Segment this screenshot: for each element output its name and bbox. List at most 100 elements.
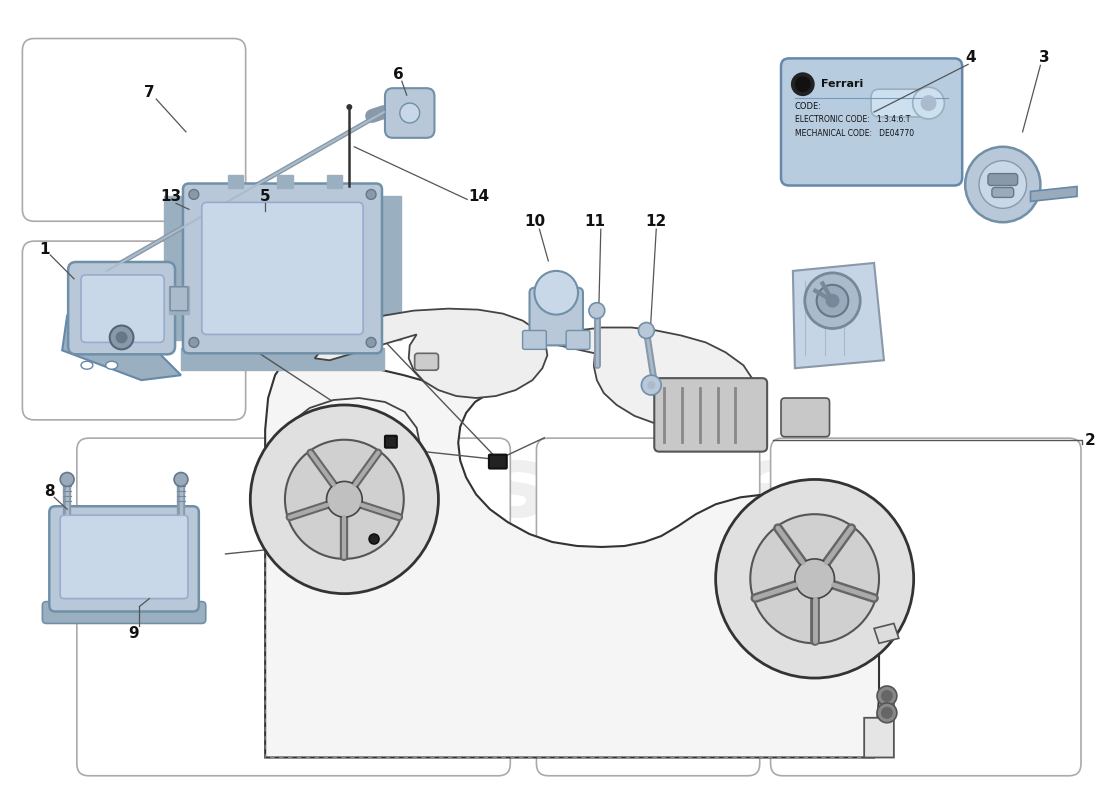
FancyBboxPatch shape (77, 438, 510, 776)
Circle shape (965, 146, 1041, 222)
Circle shape (588, 302, 605, 318)
Circle shape (921, 95, 936, 111)
Text: MECHANICAL CODE:   DE04770: MECHANICAL CODE: DE04770 (795, 130, 914, 138)
Circle shape (641, 375, 661, 395)
Circle shape (647, 381, 656, 389)
Ellipse shape (106, 362, 118, 370)
FancyBboxPatch shape (488, 454, 507, 469)
Polygon shape (315, 309, 548, 398)
Text: 4: 4 (966, 50, 977, 65)
Text: 10: 10 (524, 214, 544, 229)
Text: 6: 6 (394, 66, 404, 82)
Circle shape (110, 326, 133, 350)
FancyBboxPatch shape (988, 174, 1018, 186)
Circle shape (638, 322, 654, 338)
Text: Ferrari: Ferrari (821, 79, 862, 90)
FancyBboxPatch shape (781, 398, 829, 437)
FancyBboxPatch shape (22, 241, 245, 420)
FancyBboxPatch shape (566, 330, 590, 350)
Bar (377, 197, 400, 341)
Bar (277, 174, 293, 189)
Text: a passion for parts since 1985: a passion for parts since 1985 (254, 487, 702, 690)
Polygon shape (793, 263, 884, 368)
FancyBboxPatch shape (781, 58, 962, 186)
Text: 11: 11 (584, 214, 605, 229)
FancyBboxPatch shape (537, 438, 760, 776)
Circle shape (366, 338, 376, 347)
Text: 7: 7 (144, 85, 155, 100)
Circle shape (877, 686, 896, 706)
Circle shape (285, 440, 404, 559)
Polygon shape (63, 315, 182, 380)
Polygon shape (1031, 186, 1077, 202)
Text: 9: 9 (129, 626, 139, 641)
Text: 12: 12 (646, 214, 667, 229)
Bar (169, 286, 189, 314)
FancyBboxPatch shape (43, 602, 206, 623)
FancyBboxPatch shape (385, 436, 397, 448)
Bar (228, 174, 243, 189)
Circle shape (816, 285, 848, 317)
FancyBboxPatch shape (201, 202, 363, 334)
Circle shape (750, 514, 879, 643)
FancyBboxPatch shape (81, 275, 164, 342)
Text: 14: 14 (469, 189, 490, 204)
Circle shape (877, 703, 896, 722)
Text: 13: 13 (161, 189, 182, 204)
Bar (164, 197, 188, 341)
Circle shape (189, 338, 199, 347)
Circle shape (795, 76, 811, 92)
Circle shape (716, 479, 914, 678)
FancyBboxPatch shape (771, 438, 1081, 776)
Text: eurospares: eurospares (231, 441, 864, 538)
Circle shape (327, 482, 362, 517)
Circle shape (535, 271, 578, 314)
Text: 8: 8 (44, 484, 55, 499)
Polygon shape (736, 491, 891, 618)
Circle shape (346, 104, 352, 110)
Bar (327, 174, 342, 189)
Polygon shape (265, 356, 879, 758)
Circle shape (251, 405, 439, 594)
FancyBboxPatch shape (415, 354, 439, 370)
Circle shape (881, 707, 893, 718)
Text: CODE:: CODE: (795, 102, 822, 110)
FancyBboxPatch shape (992, 187, 1014, 198)
Text: ELECTRONIC CODE:   1.3.4.6.T: ELECTRONIC CODE: 1.3.4.6.T (795, 115, 910, 125)
Polygon shape (275, 398, 420, 511)
Text: 1: 1 (40, 242, 49, 257)
Circle shape (805, 273, 860, 329)
Polygon shape (546, 327, 756, 428)
Circle shape (60, 473, 74, 486)
FancyBboxPatch shape (170, 286, 188, 310)
Polygon shape (874, 623, 899, 643)
Circle shape (189, 190, 199, 199)
Circle shape (795, 559, 835, 598)
FancyBboxPatch shape (871, 89, 932, 117)
Bar (182, 348, 384, 370)
FancyBboxPatch shape (60, 515, 188, 598)
FancyBboxPatch shape (385, 88, 435, 138)
Circle shape (116, 331, 128, 343)
Text: 5: 5 (260, 189, 271, 204)
Polygon shape (865, 693, 894, 758)
Circle shape (399, 103, 419, 123)
Text: 2: 2 (1085, 434, 1096, 448)
FancyBboxPatch shape (50, 506, 199, 611)
FancyBboxPatch shape (529, 288, 583, 346)
FancyBboxPatch shape (522, 330, 547, 350)
Circle shape (791, 72, 815, 96)
Circle shape (370, 534, 379, 544)
Circle shape (366, 190, 376, 199)
FancyBboxPatch shape (68, 262, 175, 354)
Circle shape (979, 161, 1026, 208)
Circle shape (826, 294, 839, 308)
Circle shape (913, 87, 945, 119)
Circle shape (881, 690, 893, 702)
Circle shape (174, 473, 188, 486)
FancyBboxPatch shape (22, 38, 245, 222)
Ellipse shape (81, 362, 92, 370)
Text: 3: 3 (1040, 50, 1049, 65)
FancyBboxPatch shape (183, 183, 382, 354)
FancyBboxPatch shape (654, 378, 767, 452)
